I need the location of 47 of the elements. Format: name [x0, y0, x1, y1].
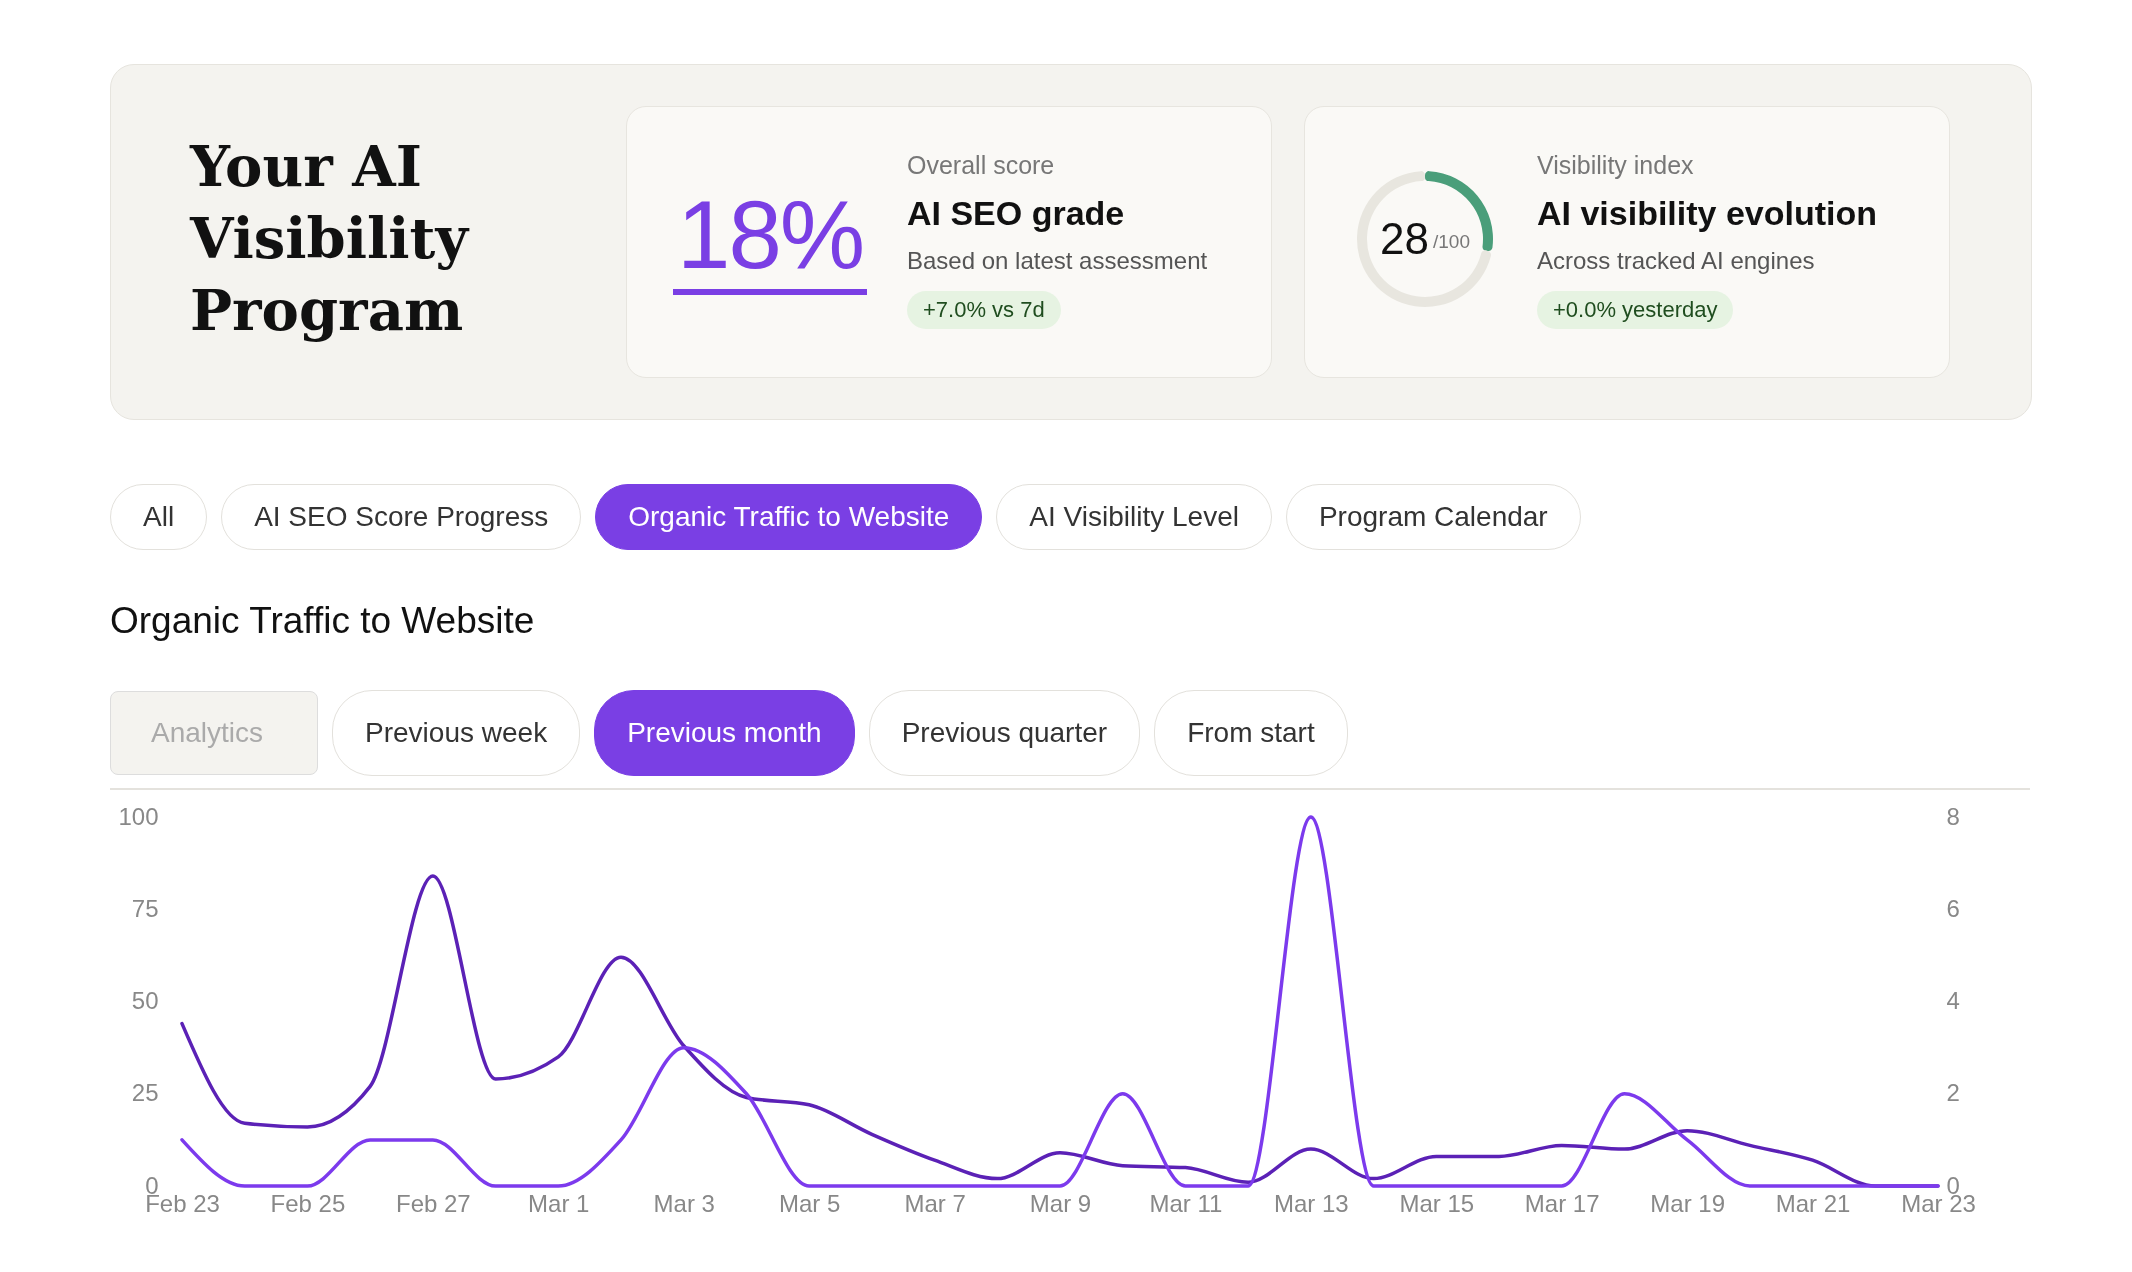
text: Across tracked AI engines — [1537, 247, 1816, 275]
x-tick-label: Mar 1 — [528, 1189, 590, 1217]
text: 28 — [1380, 214, 1429, 264]
x-tick-label: Mar 7 — [904, 1189, 966, 1217]
text: Overall score — [907, 151, 1056, 180]
text: 18% — [673, 181, 868, 295]
x-tick-label: Mar 17 — [1524, 1189, 1600, 1217]
chart-title: Organic Traffic to Website — [110, 600, 536, 642]
donut-slice — [1425, 171, 1493, 252]
y-tick-label: 75 — [131, 894, 159, 922]
x-tick-label: Mar 9 — [1029, 1189, 1092, 1217]
text: Previous quarter — [868, 690, 1141, 776]
text: All — [110, 484, 208, 550]
x-tick-label: Mar 21 — [1775, 1189, 1851, 1217]
text: Based on latest assessment — [907, 247, 1208, 275]
text: AI Visibility Level — [996, 484, 1272, 550]
x-tick-label: Mar 3 — [653, 1189, 715, 1217]
text: Previous month — [594, 690, 855, 776]
x-tick-label: Feb 25 — [270, 1189, 346, 1217]
text: Visibility index — [1537, 151, 1695, 180]
y2-tick-label: 2 — [1946, 1079, 1960, 1107]
text: Previous week — [332, 690, 581, 776]
y2-tick-label: 8 — [1946, 802, 1960, 830]
text: AI SEO grade — [907, 194, 1126, 233]
x-tick-label: Mar 15 — [1399, 1189, 1475, 1217]
text: AI SEO Score Progress — [221, 484, 582, 550]
text: Organic Traffic to Website — [595, 484, 983, 550]
y2-tick-label: 4 — [1946, 987, 1960, 1014]
text: Program Calendar — [1285, 484, 1581, 550]
text: AI visibility evolution — [1537, 194, 1878, 233]
x-tick-label: Mar 13 — [1274, 1189, 1349, 1217]
text: Analytics — [119, 700, 296, 766]
text: Your AI Visibility Program — [190, 132, 471, 345]
y2-tick-label: 6 — [1946, 894, 1960, 922]
donut-slice — [1357, 171, 1491, 307]
x-tick-label: Mar 19 — [1650, 1189, 1725, 1217]
x-tick-label: Feb 27 — [396, 1189, 471, 1217]
x-tick-label: Mar 11 — [1149, 1189, 1223, 1217]
text: +7.0% vs 7d — [907, 291, 1061, 329]
text: From start — [1154, 690, 1348, 776]
y-tick-label: 50 — [131, 987, 159, 1014]
y-tick-label: 100 — [118, 802, 159, 830]
text: +0.0% yesterday — [1537, 291, 1734, 329]
text: /100 — [1432, 231, 1470, 253]
x-tick-label: Mar 5 — [778, 1189, 841, 1217]
y-tick-label: 25 — [131, 1079, 159, 1107]
line-series — [180, 815, 1940, 1188]
